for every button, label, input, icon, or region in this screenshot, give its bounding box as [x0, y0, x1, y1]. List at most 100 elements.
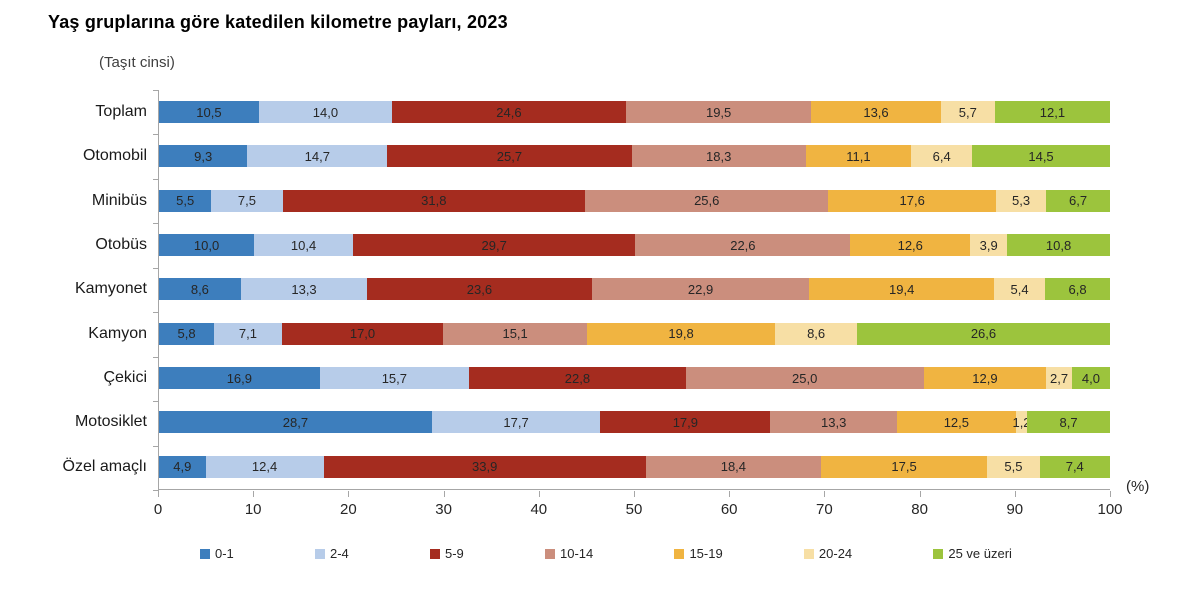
bar-value-label: 12,4: [251, 459, 278, 475]
bar-value-label: 13,3: [291, 281, 317, 297]
bar-value-label: 17,6: [899, 193, 925, 209]
bar-value-label: 14,5: [1028, 148, 1054, 164]
bar-value-label: 6,8: [1068, 281, 1087, 297]
bar-value-label: 19,8: [668, 326, 694, 342]
bar-segment-25 ve üzeri: 8,7: [1027, 411, 1110, 434]
bar-segment-25 ve üzeri: 6,8: [1045, 278, 1110, 301]
chart-subtitle: (Taşıt cinsi): [99, 54, 175, 71]
bar-segment-20-24: 6,4: [911, 145, 973, 168]
y-axis-tick: [153, 490, 159, 491]
legend-label: 10-14: [560, 546, 594, 561]
x-axis-tick-label: 70: [816, 501, 833, 518]
legend-item: 20-24: [803, 546, 853, 561]
bar-value-label: 22,8: [564, 370, 591, 386]
bar-segment-10-14: 25,6: [585, 189, 829, 212]
bar-value-label: 9,3: [194, 148, 213, 164]
bar-segment-5-9: 17,0: [281, 322, 444, 345]
bar-value-label: 25,0: [792, 370, 818, 386]
x-axis-tick-label: 60: [720, 501, 738, 518]
bar-value-label: 6,4: [932, 148, 951, 164]
bar-segment-15-19: 13,6: [811, 101, 941, 124]
category-label: Toplam: [95, 103, 147, 121]
bar-value-label: 12,6: [897, 237, 923, 253]
bar-rows: Toplam 10,5 14,0 24,6 19,5 13,6 5,7 12,1 Otomobi…: [63, 90, 1110, 489]
category-row: Çekici 16,9 15,7 22,8 25,0 12,9 2,7 4,0: [103, 356, 1110, 400]
x-axis-tick-label: 30: [435, 501, 452, 518]
legend-swatch-0-1: [200, 548, 210, 559]
y-axis-tick: [153, 401, 159, 403]
y-axis-tick: [153, 134, 159, 136]
bar-segment-2-4: 7,1: [214, 322, 282, 345]
bar-segment-15-19: 12,5: [896, 411, 1016, 434]
category-label: Kamyonet: [74, 280, 147, 298]
bar-value-label: 22,6: [730, 237, 756, 253]
bar-value-label: 24,6: [496, 104, 522, 120]
category-row: Otomobil 9,3 14,7 25,7 18,3 11,1 6,4 14,5: [83, 134, 1110, 178]
category-label: Özel amaçlı: [62, 457, 147, 475]
bar-segment-10-14: 13,3: [770, 411, 897, 434]
legend: 0-1 2-4 5-9 10-14 15-19 20-24 25 ve üzeri: [200, 546, 1012, 561]
x-axis-tick: [538, 491, 540, 497]
bar-value-label: 17,0: [349, 326, 376, 342]
legend-label: 15-19: [689, 546, 723, 561]
bar-segment-2-4: 14,7: [247, 145, 388, 168]
bar-track: 9,3 14,7 25,7 18,3 11,1 6,4 14,5: [159, 145, 1110, 168]
bar-segment-15-19: 19,4: [809, 278, 994, 301]
bar-segment-25 ve üzeri: 26,6: [857, 322, 1110, 345]
bar-value-label: 4,0: [1081, 370, 1100, 386]
bar-value-label: 14,7: [304, 148, 330, 164]
bar-segment-2-4: 10,4: [254, 234, 353, 257]
bar-track: 5,5 7,5 31,8 25,6 17,6 5,3 6,7: [159, 189, 1110, 212]
bar-segment-5-9: 24,6: [391, 101, 626, 124]
bar-segment-10-14: 22,9: [591, 278, 810, 301]
bar-value-label: 23,6: [466, 281, 493, 297]
legend-label: 2-4: [330, 546, 349, 561]
bar-value-label: 12,5: [943, 414, 970, 430]
legend-label: 20-24: [818, 546, 853, 561]
y-axis-tick: [153, 178, 159, 180]
legend-item: 25 ve üzeri: [933, 546, 1012, 561]
x-axis-unit-label: (%): [1126, 478, 1150, 495]
x-axis-tick-label: 80: [911, 501, 928, 518]
bar-segment-25 ve üzeri: 4,0: [1071, 367, 1110, 390]
bar-segment-2-4: 7,5: [211, 189, 283, 212]
bar-value-label: 26,6: [970, 326, 997, 342]
bar-segment-15-19: 17,5: [820, 455, 988, 478]
bar-value-label: 19,4: [889, 281, 915, 297]
category-row: Toplam 10,5 14,0 24,6 19,5 13,6 5,7 12,1: [95, 90, 1110, 134]
bar-track: 10,5 14,0 24,6 19,5 13,6 5,7 12,1: [159, 101, 1110, 124]
bar-value-label: 17,7: [503, 414, 529, 430]
x-axis-tick: [158, 491, 159, 497]
bar-value-label: 10,5: [196, 104, 222, 120]
y-axis-tick: [153, 312, 159, 314]
legend-swatch-25 ve üzeri: [933, 548, 944, 559]
bar-segment-0-1: 10,0: [159, 234, 255, 257]
legend-item: 10-14: [545, 546, 593, 561]
x-axis-tick-label: 90: [1006, 501, 1024, 518]
bar-value-label: 4,9: [173, 459, 192, 475]
bar-value-label: 13,6: [863, 104, 889, 120]
x-axis: 0 10 20 30 40 50 60 70 80 90 100: [154, 491, 1123, 531]
category-label: Otobüs: [95, 236, 147, 254]
bar-segment-20-24: 3,9: [970, 234, 1008, 257]
bar-segment-0-1: 8,6: [159, 278, 241, 301]
bar-segment-20-24: 1,2: [1012, 411, 1031, 434]
category-row: Kamyonet 8,6 13,3 23,6 22,9 19,4 5,4 6,8: [75, 267, 1110, 311]
bar-segment-20-24: 5,7: [940, 101, 995, 124]
bar-segment-2-4: 17,7: [431, 411, 601, 434]
bar-segment-20-24: 2,7: [1046, 367, 1072, 390]
bar-value-label: 18,4: [720, 459, 747, 475]
x-axis-tick: [729, 491, 731, 497]
bar-value-label: 7,5: [237, 193, 256, 209]
x-axis-tick: [1014, 491, 1016, 497]
bar-value-label: 31,8: [421, 193, 447, 209]
x-axis-tick: [348, 491, 350, 497]
bar-value-label: 5,7: [958, 104, 977, 120]
bar-value-label: 17,9: [672, 414, 698, 430]
bar-track: 8,6 13,3 23,6 22,9 19,4 5,4 6,8: [159, 278, 1110, 301]
x-axis-tick: [824, 491, 826, 497]
bar-segment-25 ve üzeri: 10,8: [1007, 234, 1110, 257]
bar-value-label: 28,7: [282, 414, 309, 430]
bar-value-label: 22,9: [687, 281, 714, 297]
